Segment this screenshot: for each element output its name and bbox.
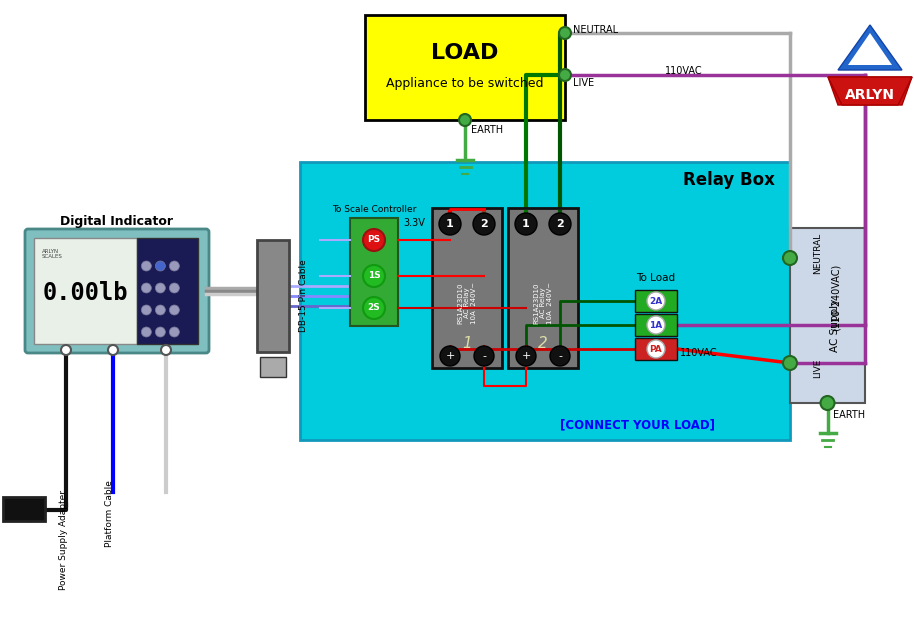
Polygon shape	[828, 77, 912, 105]
Circle shape	[169, 261, 179, 271]
Text: +: +	[445, 351, 454, 361]
Text: 2: 2	[538, 336, 547, 351]
Text: NEUTRAL: NEUTRAL	[573, 25, 618, 35]
FancyBboxPatch shape	[3, 497, 45, 521]
Text: ARLYN
SCALES: ARLYN SCALES	[42, 249, 63, 259]
Text: EARTH: EARTH	[833, 410, 865, 420]
Text: NEUTRAL: NEUTRAL	[813, 232, 822, 273]
Circle shape	[459, 114, 471, 126]
Circle shape	[155, 305, 165, 315]
FancyBboxPatch shape	[300, 162, 790, 440]
FancyBboxPatch shape	[34, 238, 137, 344]
Circle shape	[61, 345, 71, 355]
Text: PA: PA	[650, 345, 663, 353]
Text: 110VAC: 110VAC	[665, 66, 703, 76]
FancyBboxPatch shape	[508, 208, 578, 368]
Text: RS1A23D10
AC Relay
10A  240V~: RS1A23D10 AC Relay 10A 240V~	[457, 282, 477, 324]
Text: 0.00lb: 0.00lb	[43, 281, 129, 305]
Circle shape	[169, 305, 179, 315]
Text: [CONNECT YOUR LOAD]: [CONNECT YOUR LOAD]	[560, 419, 716, 432]
Circle shape	[169, 283, 179, 293]
Text: 1: 1	[462, 336, 472, 351]
Circle shape	[142, 305, 152, 315]
Circle shape	[155, 283, 165, 293]
Text: (110-240VAC): (110-240VAC)	[831, 264, 841, 331]
Circle shape	[821, 396, 834, 410]
Circle shape	[647, 316, 665, 334]
Text: Platform Cable: Platform Cable	[105, 480, 114, 547]
Circle shape	[783, 251, 797, 265]
Polygon shape	[828, 77, 912, 105]
Text: Appliance to be switched: Appliance to be switched	[387, 77, 544, 90]
Text: DB-15 Pin Cable: DB-15 Pin Cable	[299, 260, 307, 333]
FancyBboxPatch shape	[635, 290, 677, 312]
Text: To Scale Controller: To Scale Controller	[332, 204, 416, 214]
Text: LIVE: LIVE	[573, 78, 594, 88]
Text: AC Supply: AC Supply	[831, 299, 841, 352]
Text: 2S: 2S	[367, 303, 380, 313]
FancyBboxPatch shape	[25, 229, 209, 353]
Text: PS: PS	[367, 235, 380, 244]
Circle shape	[647, 340, 665, 358]
Circle shape	[363, 297, 385, 319]
Circle shape	[559, 27, 571, 39]
Text: 3.3V: 3.3V	[403, 218, 425, 228]
Circle shape	[363, 229, 385, 251]
Circle shape	[142, 327, 152, 337]
Circle shape	[363, 265, 385, 287]
Circle shape	[440, 346, 460, 366]
Circle shape	[473, 213, 495, 235]
Circle shape	[108, 345, 118, 355]
Text: EARTH: EARTH	[471, 125, 503, 135]
FancyBboxPatch shape	[257, 240, 289, 352]
Text: RS1A23D10
AC Relay
10A  240V~: RS1A23D10 AC Relay 10A 240V~	[533, 282, 553, 324]
Text: Power Supply Adapter: Power Supply Adapter	[58, 490, 68, 590]
Circle shape	[549, 213, 571, 235]
Text: 1S: 1S	[367, 272, 380, 280]
Circle shape	[155, 261, 165, 271]
Text: 2: 2	[556, 219, 564, 229]
Text: -: -	[482, 351, 486, 361]
Text: Digital Indicator: Digital Indicator	[60, 216, 174, 229]
FancyBboxPatch shape	[260, 357, 286, 377]
Circle shape	[515, 213, 537, 235]
Circle shape	[474, 346, 494, 366]
Text: 2: 2	[480, 219, 488, 229]
Circle shape	[169, 327, 179, 337]
Text: Relay Box: Relay Box	[683, 171, 775, 189]
Text: 2A: 2A	[649, 297, 663, 305]
Text: ARLYN: ARLYN	[845, 88, 895, 102]
Text: -: -	[558, 351, 562, 361]
FancyBboxPatch shape	[432, 208, 502, 368]
Polygon shape	[838, 25, 902, 70]
Circle shape	[439, 213, 461, 235]
FancyBboxPatch shape	[635, 314, 677, 336]
Text: 1: 1	[446, 219, 454, 229]
Text: 110VAC: 110VAC	[680, 348, 717, 358]
FancyBboxPatch shape	[137, 238, 198, 344]
Text: To Load: To Load	[636, 273, 675, 283]
FancyBboxPatch shape	[365, 15, 565, 120]
Circle shape	[647, 292, 665, 310]
Text: +: +	[521, 351, 531, 361]
Circle shape	[783, 356, 797, 370]
FancyBboxPatch shape	[350, 218, 398, 326]
Polygon shape	[848, 33, 892, 65]
Circle shape	[550, 346, 570, 366]
FancyBboxPatch shape	[635, 338, 677, 360]
Circle shape	[161, 345, 171, 355]
Circle shape	[142, 261, 152, 271]
Circle shape	[155, 327, 165, 337]
FancyBboxPatch shape	[790, 228, 865, 403]
Text: LIVE: LIVE	[813, 358, 822, 378]
Circle shape	[516, 346, 536, 366]
Circle shape	[559, 69, 571, 81]
Text: 1: 1	[522, 219, 530, 229]
Circle shape	[142, 283, 152, 293]
Text: LOAD: LOAD	[431, 43, 499, 63]
Text: 1A: 1A	[649, 320, 663, 330]
